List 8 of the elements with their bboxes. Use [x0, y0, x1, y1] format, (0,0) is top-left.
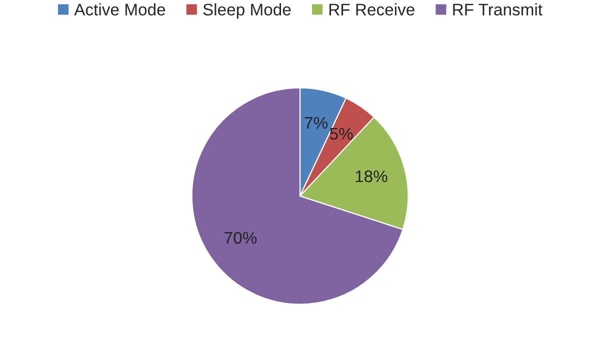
legend-label: RF Transmit: [453, 3, 542, 16]
legend-label: Sleep Mode: [203, 3, 291, 19]
legend-label: Active Mode: [74, 3, 166, 16]
data-label: 70%: [224, 232, 257, 244]
data-label: 7%: [304, 117, 328, 129]
data-label: 18%: [356, 170, 388, 182]
data-label: 5%: [330, 128, 353, 140]
legend-label: RF Receive: [329, 3, 414, 16]
